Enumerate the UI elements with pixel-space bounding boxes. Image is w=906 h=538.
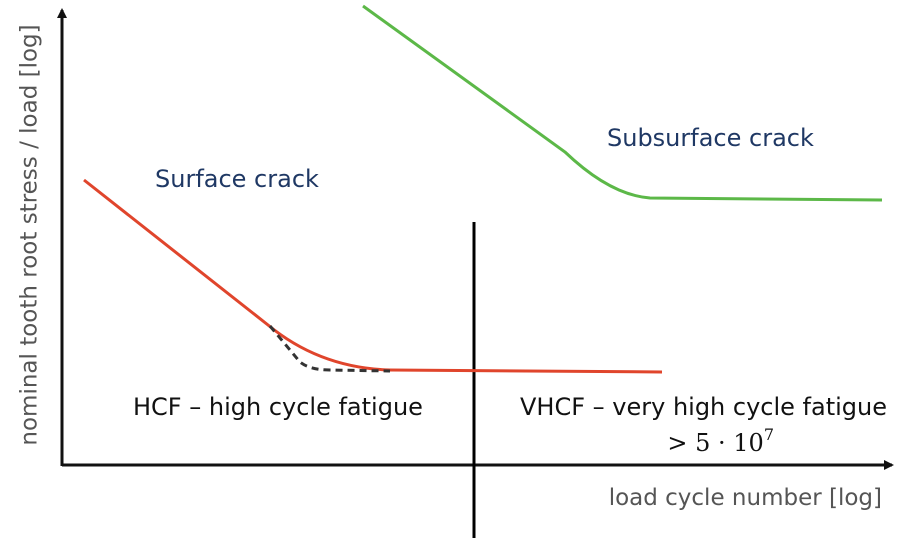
vhcf-label: VHCF – very high cycle fatigue <box>520 393 887 421</box>
threshold: > 5 · 107 <box>667 425 774 457</box>
threshold-exponent: 7 <box>764 425 774 444</box>
subsurface-label: Subsurface crack <box>607 124 814 152</box>
y-axis-label: nominal tooth root stress / load [log] <box>17 24 43 445</box>
threshold-base: > 5 · 10 <box>667 429 763 457</box>
subsurface-curve <box>362 4 883 202</box>
dashed-curve <box>268 325 391 373</box>
surface-label: Surface crack <box>155 165 319 193</box>
x-axis-label: load cycle number [log] <box>609 485 882 511</box>
surface-curve <box>83 178 663 374</box>
hcf-label: HCF – high cycle fatigue <box>133 393 423 421</box>
